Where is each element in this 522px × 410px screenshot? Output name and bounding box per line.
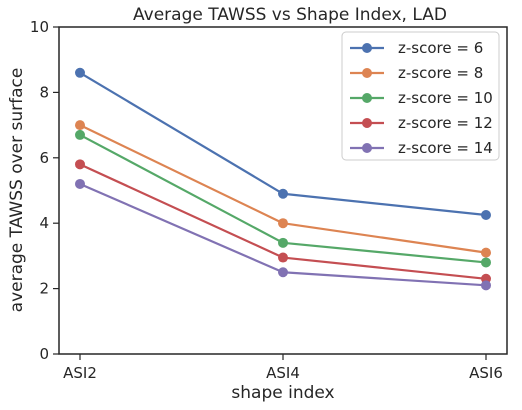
legend-label: z-score = 12 [398,114,493,132]
x-tick-label: ASI2 [63,364,97,382]
y-tick-label: 4 [39,214,49,232]
y-tick-label: 10 [30,18,49,36]
legend-marker [362,93,372,103]
y-axis-label: average TAWSS over surface [7,68,27,313]
data-point [481,247,491,258]
legend-marker [362,43,372,53]
data-point [75,178,85,189]
x-tick-label: ASI6 [469,364,503,382]
legend-label: z-score = 8 [398,64,483,82]
legend-marker [362,143,372,153]
plot-frame [58,26,508,355]
legend-item: z-score = 8 [350,64,483,82]
legend-item: z-score = 12 [350,114,493,132]
plot-series [75,67,491,291]
data-point [278,252,288,263]
data-point [481,210,491,221]
y-tick-label: 2 [39,280,49,298]
series-1 [75,120,491,258]
series-4 [75,178,491,291]
data-point [75,67,85,78]
legend-box [341,31,500,161]
legend-label: z-score = 10 [398,89,493,107]
y-axis: 0 2 4 6 8 10 [30,18,59,363]
legend: z-score = 6 z-score = 8 z-score = 10 z-scor… [341,31,500,161]
legend-label: z-score = 6 [398,39,483,57]
data-point [75,120,85,131]
legend-item: z-score = 14 [350,139,493,157]
series-0 [75,67,491,221]
legend-item: z-score = 10 [350,89,493,107]
series-2 [75,129,491,268]
x-axis-label: shape index [231,383,334,403]
legend-items: z-score = 6 z-score = 8 z-score = 10 z-scor… [350,39,493,157]
y-tick-label: 8 [39,83,49,101]
legend-label: z-score = 14 [398,139,493,157]
legend-marker [362,118,372,128]
data-point [481,280,491,291]
data-point [75,129,85,140]
y-tick-label: 6 [39,149,49,167]
data-point [278,188,288,199]
legend-item: z-score = 6 [350,39,483,57]
chart-title: Average TAWSS vs Shape Index, LAD [133,5,447,25]
x-axis: ASI2 ASI4 ASI6 [63,354,503,382]
legend-marker [362,68,372,78]
y-tick-label: 0 [39,345,49,363]
x-tick-label: ASI4 [266,364,300,382]
data-point [75,159,85,170]
data-point [481,257,491,268]
data-point [278,237,288,248]
data-point [278,218,288,229]
data-point [278,267,288,278]
